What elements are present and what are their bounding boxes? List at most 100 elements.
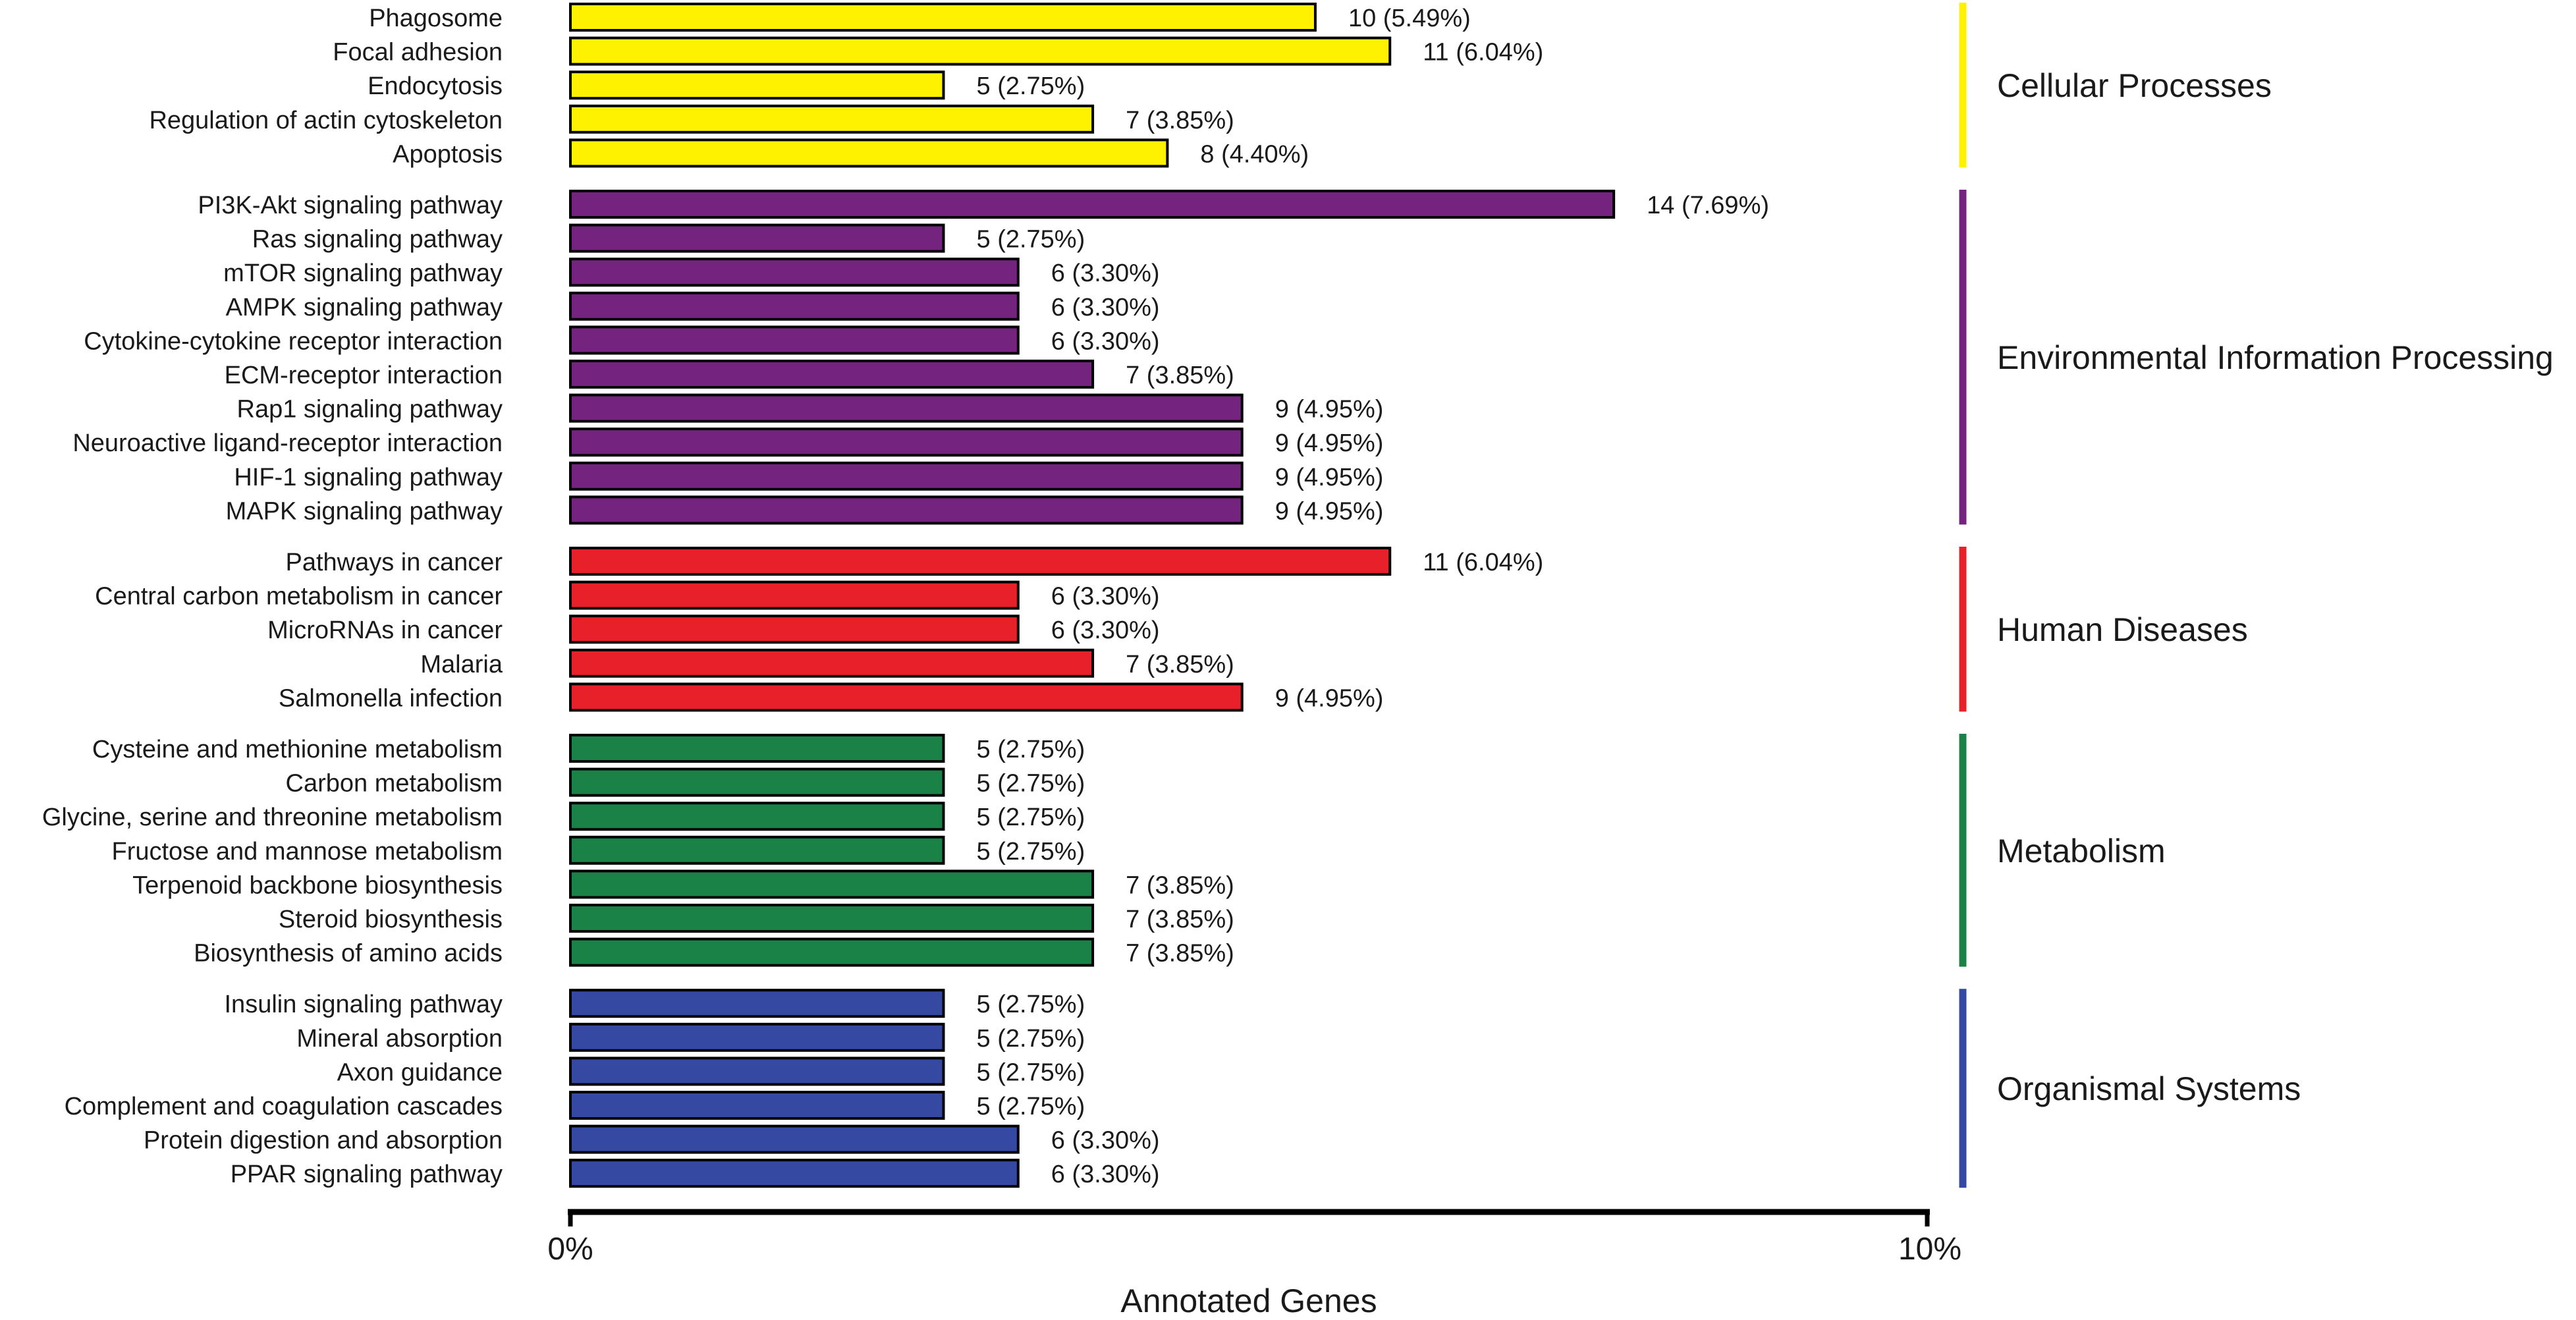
bar xyxy=(569,427,1244,457)
value-label: 11 (6.04%) xyxy=(1423,549,1543,576)
value-label: 10 (5.49%) xyxy=(1348,5,1471,32)
bar xyxy=(569,360,1095,389)
x-tick-label-0: 0% xyxy=(547,1232,593,1267)
bar xyxy=(569,1091,945,1120)
category-label: Regulation of actin cytoskeleton xyxy=(149,107,503,134)
bar xyxy=(569,835,945,865)
value-label: 5 (2.75%) xyxy=(977,1093,1085,1120)
bar xyxy=(569,869,1095,899)
bar xyxy=(569,3,1317,32)
category-label: Neuroactive ligand-receptor interaction xyxy=(72,429,503,457)
bar xyxy=(569,547,1392,576)
category-label: Mineral absorption xyxy=(296,1025,503,1053)
value-label: 5 (2.75%) xyxy=(977,770,1085,798)
category-label: Terpenoid backbone biosynthesis xyxy=(132,871,503,899)
value-label: 6 (3.30%) xyxy=(1051,1127,1160,1155)
bar xyxy=(569,495,1244,525)
category-label: Cysteine and methionine metabolism xyxy=(92,736,503,763)
bar xyxy=(569,190,1616,219)
bar xyxy=(569,904,1095,933)
bar xyxy=(569,767,945,797)
value-label: 7 (3.85%) xyxy=(1126,906,1234,933)
value-label: 5 (2.75%) xyxy=(977,226,1085,254)
x-tick-label-10: 10% xyxy=(1898,1232,1961,1267)
bars-layer xyxy=(569,3,1616,1188)
value-label: 5 (2.75%) xyxy=(977,72,1085,100)
category-label: Ras signaling pathway xyxy=(252,226,503,254)
value-label: 9 (4.95%) xyxy=(1275,497,1384,525)
group-label: Organismal Systems xyxy=(1997,1070,2301,1107)
value-label: 8 (4.40%) xyxy=(1200,140,1309,168)
category-label: Protein digestion and absorption xyxy=(144,1127,503,1155)
category-label: Biosynthesis of amino acids xyxy=(194,940,503,968)
value-label: 6 (3.30%) xyxy=(1051,294,1160,321)
category-label: AMPK signaling pathway xyxy=(226,294,503,321)
category-label: PI3K-Akt signaling pathway xyxy=(198,192,503,219)
category-label: Endocytosis xyxy=(368,72,503,100)
value-label: 7 (3.85%) xyxy=(1126,651,1234,678)
value-label: 11 (6.04%) xyxy=(1423,39,1543,67)
category-label: Focal adhesion xyxy=(333,39,503,67)
value-label: 5 (2.75%) xyxy=(977,1025,1085,1053)
bar xyxy=(569,734,945,763)
bar xyxy=(569,325,1020,355)
value-label: 6 (3.30%) xyxy=(1051,617,1160,644)
category-label: Steroid biosynthesis xyxy=(279,906,503,933)
bar xyxy=(569,1022,945,1052)
bar xyxy=(569,648,1095,678)
category-label: HIF-1 signaling pathway xyxy=(234,464,503,491)
value-label: 9 (4.95%) xyxy=(1275,396,1384,424)
x-axis-title: Annotated Genes xyxy=(1120,1282,1377,1319)
bar xyxy=(569,291,1020,321)
value-label: 9 (4.95%) xyxy=(1275,429,1384,457)
bar xyxy=(569,989,945,1018)
category-label: Cytokine-cytokine receptor interaction xyxy=(84,327,503,355)
value-label: 6 (3.30%) xyxy=(1051,327,1160,355)
bar xyxy=(569,1159,1020,1188)
bar xyxy=(569,461,1244,491)
bar xyxy=(569,393,1244,423)
category-labels-layer: Phagosome Focal adhesion Endocytosis Regula… xyxy=(42,5,503,1188)
category-label: MAPK signaling pathway xyxy=(226,497,503,525)
group-label: Environmental Information Processing xyxy=(1997,339,2554,376)
bar xyxy=(569,258,1020,287)
value-label: 6 (3.30%) xyxy=(1051,1161,1160,1188)
category-label: Rap1 signaling pathway xyxy=(237,396,503,424)
group-brackets-layer: Cellular Processes Environmental Informat… xyxy=(1959,3,2554,1188)
category-label: Carbon metabolism xyxy=(286,770,503,798)
value-label: 5 (2.75%) xyxy=(977,804,1085,831)
bar xyxy=(569,36,1392,66)
category-label: Complement and coagulation cascades xyxy=(65,1093,503,1120)
category-label: ECM-receptor interaction xyxy=(225,362,503,389)
value-label: 7 (3.85%) xyxy=(1126,362,1234,389)
value-labels-layer: 10 (5.49%) 11 (6.04%) 5 (2.75%) 7 (3.85%) 8 … xyxy=(977,5,1770,1188)
category-label: Phagosome xyxy=(369,5,503,32)
category-label: Glycine, serine and threonine metabolism xyxy=(42,804,503,831)
category-label: Fructose and mannose metabolism xyxy=(111,838,503,866)
value-label: 6 (3.30%) xyxy=(1051,583,1160,611)
category-label: Central carbon metabolism in cancer xyxy=(95,583,503,611)
category-label: Insulin signaling pathway xyxy=(225,991,503,1018)
x-axis: 0% 10% Annotated Genes xyxy=(547,1209,1961,1319)
value-label: 9 (4.95%) xyxy=(1275,684,1384,712)
category-label: Salmonella infection xyxy=(279,684,503,712)
category-label: Malaria xyxy=(420,651,503,678)
value-label: 7 (3.85%) xyxy=(1126,107,1234,134)
group-label: Human Diseases xyxy=(1997,611,2248,648)
value-label: 5 (2.75%) xyxy=(977,736,1085,763)
bar xyxy=(569,70,945,100)
value-label: 7 (3.85%) xyxy=(1126,871,1234,899)
bar xyxy=(569,1057,945,1086)
bar xyxy=(569,138,1169,168)
category-label: mTOR signaling pathway xyxy=(223,260,503,287)
value-label: 14 (7.69%) xyxy=(1647,192,1769,219)
bar xyxy=(569,937,1095,967)
value-label: 5 (2.75%) xyxy=(977,1059,1085,1086)
bar xyxy=(569,802,945,831)
value-label: 6 (3.30%) xyxy=(1051,260,1160,287)
bar xyxy=(569,104,1095,134)
bar xyxy=(569,682,1244,712)
value-label: 5 (2.75%) xyxy=(977,838,1085,866)
category-label: Pathways in cancer xyxy=(286,549,503,576)
group-label: Metabolism xyxy=(1997,833,2166,869)
